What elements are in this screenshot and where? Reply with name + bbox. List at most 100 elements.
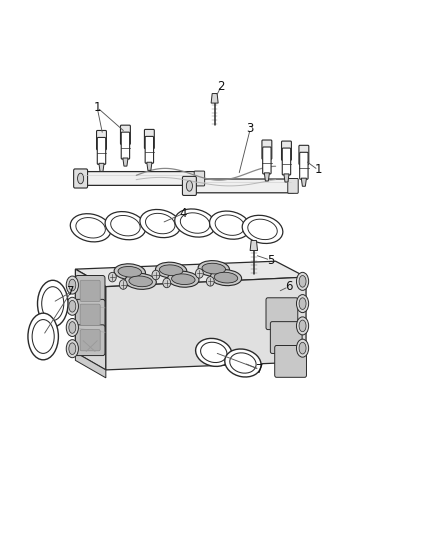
Polygon shape bbox=[284, 174, 289, 182]
Text: 7: 7 bbox=[256, 363, 263, 376]
FancyBboxPatch shape bbox=[189, 179, 295, 193]
Ellipse shape bbox=[198, 261, 230, 277]
Circle shape bbox=[152, 270, 160, 280]
Ellipse shape bbox=[38, 280, 68, 327]
FancyBboxPatch shape bbox=[75, 276, 105, 306]
Ellipse shape bbox=[66, 340, 78, 358]
Ellipse shape bbox=[155, 262, 187, 278]
Ellipse shape bbox=[297, 272, 309, 290]
Ellipse shape bbox=[78, 173, 84, 184]
Circle shape bbox=[195, 269, 203, 278]
FancyBboxPatch shape bbox=[263, 147, 271, 174]
Ellipse shape bbox=[28, 313, 58, 360]
FancyBboxPatch shape bbox=[121, 132, 130, 159]
FancyBboxPatch shape bbox=[145, 130, 154, 149]
Ellipse shape bbox=[297, 317, 309, 335]
Polygon shape bbox=[75, 352, 106, 378]
Ellipse shape bbox=[76, 217, 106, 238]
Text: 6: 6 bbox=[285, 280, 293, 293]
Ellipse shape bbox=[66, 318, 78, 336]
Ellipse shape bbox=[69, 279, 76, 291]
Text: 3: 3 bbox=[247, 122, 254, 135]
FancyBboxPatch shape bbox=[74, 169, 88, 188]
Polygon shape bbox=[211, 94, 218, 103]
FancyBboxPatch shape bbox=[282, 148, 291, 175]
Ellipse shape bbox=[242, 215, 283, 244]
FancyBboxPatch shape bbox=[145, 136, 154, 163]
Text: 5: 5 bbox=[267, 254, 274, 266]
Ellipse shape bbox=[299, 320, 306, 332]
Ellipse shape bbox=[145, 213, 175, 234]
FancyBboxPatch shape bbox=[80, 172, 201, 185]
Ellipse shape bbox=[118, 266, 141, 277]
FancyBboxPatch shape bbox=[97, 138, 106, 164]
Polygon shape bbox=[123, 158, 128, 166]
Ellipse shape bbox=[214, 272, 238, 283]
Ellipse shape bbox=[172, 274, 195, 285]
Circle shape bbox=[206, 277, 214, 286]
Ellipse shape bbox=[129, 276, 152, 287]
FancyBboxPatch shape bbox=[75, 325, 105, 356]
Ellipse shape bbox=[201, 342, 227, 362]
Ellipse shape bbox=[215, 215, 244, 236]
Ellipse shape bbox=[202, 263, 226, 274]
Ellipse shape bbox=[69, 301, 76, 312]
FancyBboxPatch shape bbox=[194, 171, 205, 186]
Circle shape bbox=[163, 278, 171, 288]
Circle shape bbox=[119, 280, 127, 289]
Polygon shape bbox=[75, 261, 306, 287]
Text: 1: 1 bbox=[93, 101, 101, 114]
Ellipse shape bbox=[111, 215, 140, 236]
Ellipse shape bbox=[297, 339, 309, 357]
Text: 2: 2 bbox=[217, 80, 225, 93]
FancyBboxPatch shape bbox=[75, 300, 105, 330]
Ellipse shape bbox=[114, 264, 145, 280]
Ellipse shape bbox=[248, 219, 277, 240]
FancyBboxPatch shape bbox=[183, 176, 196, 196]
Text: 4: 4 bbox=[180, 207, 187, 220]
Ellipse shape bbox=[125, 273, 156, 289]
Ellipse shape bbox=[70, 214, 111, 242]
Polygon shape bbox=[250, 240, 258, 251]
Ellipse shape bbox=[140, 209, 180, 238]
Polygon shape bbox=[106, 277, 306, 370]
FancyBboxPatch shape bbox=[262, 140, 272, 159]
FancyBboxPatch shape bbox=[288, 179, 298, 193]
Ellipse shape bbox=[159, 265, 183, 276]
Text: 1: 1 bbox=[314, 164, 322, 176]
Ellipse shape bbox=[42, 287, 64, 320]
Polygon shape bbox=[99, 163, 104, 172]
Ellipse shape bbox=[186, 181, 192, 191]
Ellipse shape bbox=[230, 353, 256, 373]
Ellipse shape bbox=[210, 270, 242, 286]
FancyBboxPatch shape bbox=[299, 146, 309, 165]
Ellipse shape bbox=[225, 349, 261, 377]
Ellipse shape bbox=[69, 321, 76, 333]
Ellipse shape bbox=[168, 271, 199, 287]
Ellipse shape bbox=[299, 276, 306, 287]
Ellipse shape bbox=[105, 212, 146, 240]
Ellipse shape bbox=[209, 211, 250, 239]
FancyBboxPatch shape bbox=[80, 304, 100, 325]
Polygon shape bbox=[75, 269, 106, 370]
Ellipse shape bbox=[299, 298, 306, 310]
Ellipse shape bbox=[180, 213, 210, 233]
Ellipse shape bbox=[175, 209, 215, 237]
FancyBboxPatch shape bbox=[300, 152, 308, 179]
FancyBboxPatch shape bbox=[275, 345, 307, 377]
FancyBboxPatch shape bbox=[120, 125, 131, 144]
Ellipse shape bbox=[66, 276, 78, 294]
Ellipse shape bbox=[66, 297, 78, 316]
FancyBboxPatch shape bbox=[96, 131, 106, 150]
Circle shape bbox=[109, 272, 116, 282]
FancyBboxPatch shape bbox=[80, 329, 100, 351]
Ellipse shape bbox=[196, 338, 232, 366]
FancyBboxPatch shape bbox=[270, 321, 302, 353]
Ellipse shape bbox=[299, 342, 306, 354]
FancyBboxPatch shape bbox=[80, 280, 100, 302]
Ellipse shape bbox=[297, 295, 309, 313]
Ellipse shape bbox=[69, 343, 76, 354]
Polygon shape bbox=[264, 173, 269, 181]
FancyBboxPatch shape bbox=[266, 298, 298, 329]
Polygon shape bbox=[301, 178, 307, 186]
